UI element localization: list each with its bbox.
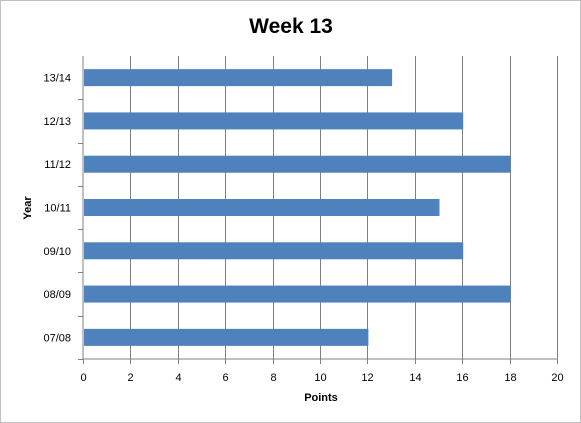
y-tick-label: 11/12	[44, 159, 71, 171]
x-axis-label: Points	[304, 392, 338, 404]
bar-11-12	[84, 155, 511, 173]
bar-10-11	[84, 199, 440, 216]
bar-08-09	[84, 285, 511, 303]
y-tick-label: 10/11	[44, 203, 71, 215]
gridlines	[130, 56, 558, 359]
x-tick-label: 20	[551, 372, 563, 384]
x-tick-label: 10	[314, 372, 326, 384]
x-tick-label: 8	[270, 372, 276, 384]
y-tick-label: 09/10	[43, 246, 71, 258]
y-axis-label: Year	[22, 196, 34, 220]
x-tick-label: 18	[504, 372, 516, 384]
chart-title: Week 13	[249, 15, 333, 38]
bar-07-08	[84, 328, 369, 346]
bar-12-13	[84, 112, 464, 130]
x-tick-label: 14	[409, 372, 421, 384]
bar-13-14	[84, 69, 393, 87]
y-tick-label: 08/09	[43, 289, 71, 301]
x-tick-label: 4	[175, 372, 181, 384]
bar-09-10	[84, 242, 464, 260]
y-tick-label: 12/13	[43, 116, 71, 128]
x-tick-label: 0	[80, 372, 86, 384]
x-tick-label: 16	[456, 372, 468, 384]
x-tick-labels: 0 2 4 6 8 10 12 14 16 18 20	[80, 359, 564, 384]
bars	[84, 69, 511, 346]
y-tick-labels: 07/08 08/09 09/10 10/11 11/12 12/13 13/14	[43, 73, 83, 360]
y-tick-label: 07/08	[43, 332, 71, 344]
x-tick-label: 2	[127, 372, 133, 384]
x-tick-label: 6	[222, 372, 228, 384]
x-tick-label: 12	[361, 372, 373, 384]
y-tick-label: 13/14	[43, 73, 71, 85]
